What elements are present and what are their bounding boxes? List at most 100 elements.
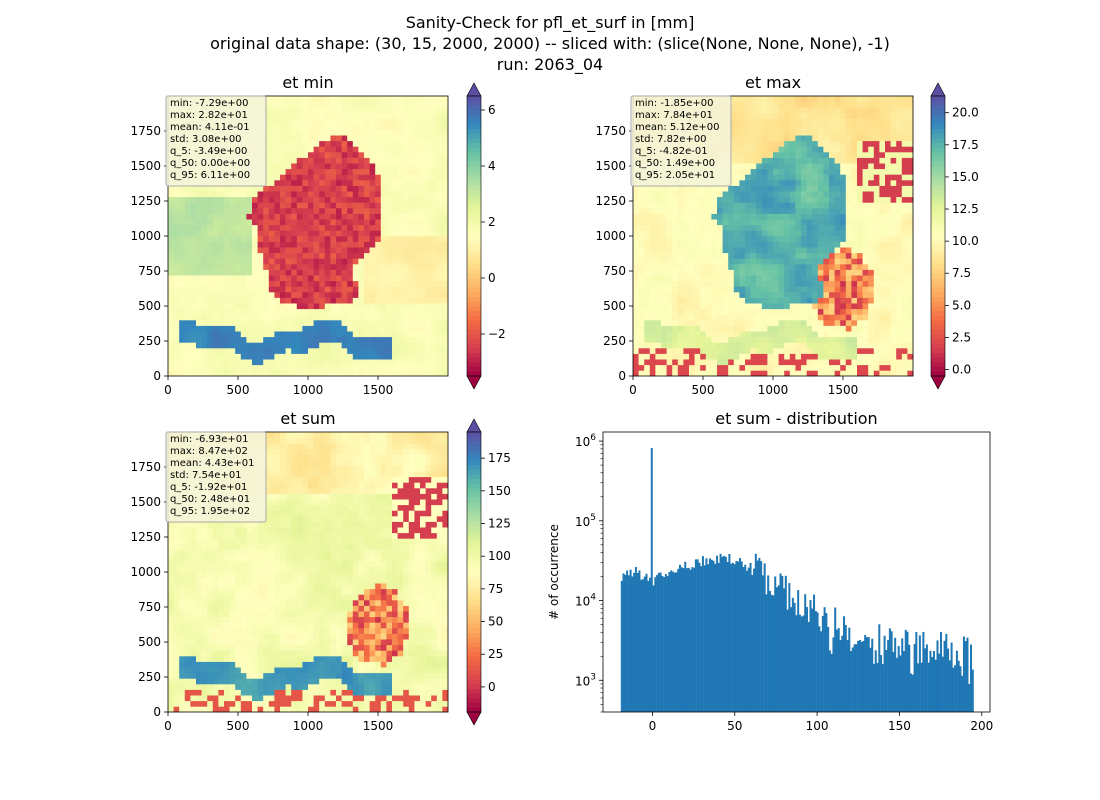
heatmap-cell (173, 342, 180, 349)
heatmap-cell (235, 342, 242, 349)
heatmap-cell (801, 230, 807, 237)
heatmap-cell (274, 219, 281, 226)
heatmap-cell (168, 364, 174, 371)
heatmap-cell (420, 202, 426, 209)
heatmap-cell (773, 146, 779, 153)
heatmap-cell (397, 180, 404, 186)
heatmap-cell (414, 168, 421, 175)
heatmap-cell (431, 230, 438, 237)
heatmap-cell (661, 208, 667, 214)
heatmap-cell (302, 146, 309, 153)
heatmap-cell (879, 230, 886, 237)
heatmap-cell (420, 174, 426, 181)
heatmap-cell (375, 264, 382, 270)
heatmap-cell (425, 364, 432, 371)
heatmap-cell (201, 247, 208, 254)
heatmap-cell (291, 118, 298, 125)
heatmap-cell (369, 101, 376, 108)
heatmap-cell (649, 370, 656, 377)
heatmap-cell (655, 342, 662, 349)
heatmap-cell (801, 348, 807, 354)
heatmap-cell (694, 247, 701, 254)
heatmap-cell (173, 213, 180, 220)
heatmap-cell (750, 320, 757, 326)
heatmap-cell (806, 152, 813, 158)
heatmap-cell (795, 247, 802, 254)
heatmap-cell (857, 359, 863, 366)
heatmap-cell (330, 297, 337, 304)
heatmap-cell (789, 370, 796, 377)
heatmap-cell (857, 280, 863, 287)
heatmap-cell (408, 202, 415, 209)
heatmap-cell (386, 202, 393, 209)
heatmap-cell (722, 336, 729, 343)
heatmap-cell (302, 152, 309, 158)
heatmap-cell (873, 241, 880, 248)
heatmap-cell (431, 107, 438, 114)
heatmap-cell (644, 353, 651, 360)
heatmap-cell (773, 258, 779, 265)
heatmap-cell (649, 308, 656, 315)
heatmap-cell (644, 213, 651, 220)
heatmap-cell (308, 348, 314, 354)
heatmap-cell (268, 252, 275, 259)
heatmap-cell (380, 191, 387, 198)
heatmap-cell (633, 252, 639, 259)
heatmap-cell (633, 247, 639, 254)
heatmap-cell (655, 236, 662, 242)
heatmap-cell (184, 275, 191, 282)
heatmap-cell (324, 286, 331, 293)
heatmap-cell (711, 303, 718, 310)
heatmap-cell (767, 224, 774, 231)
heatmap-cell (442, 292, 449, 298)
heatmap-cell (890, 219, 897, 226)
heatmap-cell (868, 364, 875, 371)
heatmap-cell (773, 336, 779, 343)
heatmap-cell (207, 208, 214, 214)
heatmap-cell (431, 124, 438, 130)
heatmap-cell (330, 152, 337, 158)
heatmap-cell (890, 230, 897, 237)
heatmap-cell (375, 185, 382, 192)
heatmap-cell (862, 286, 869, 293)
heatmap-cell (885, 303, 891, 310)
heatmap-cell (375, 101, 382, 108)
heatmap-cell (246, 314, 253, 321)
heatmap-cell (274, 135, 281, 142)
heatmap-cell (229, 325, 236, 332)
heatmap-cell (672, 208, 679, 214)
heatmap-cell (733, 236, 740, 242)
heatmap-cell (745, 336, 751, 343)
heatmap-cell (397, 135, 404, 142)
heatmap-cell (829, 157, 835, 164)
heatmap-cell (442, 275, 449, 282)
heatmap-cell (369, 297, 376, 304)
heatmap-cell (431, 303, 438, 310)
heatmap-cell (364, 308, 370, 315)
heatmap-cell (308, 135, 314, 142)
heatmap-cell (280, 208, 286, 214)
heatmap-cell (380, 320, 387, 326)
heatmap-cell (375, 292, 382, 298)
heatmap-cell (711, 202, 718, 209)
heatmap-cell (862, 241, 869, 248)
heatmap-cell (829, 303, 835, 310)
heatmap-cell (336, 168, 342, 175)
heatmap-cell (739, 112, 746, 119)
heatmap-cell (845, 308, 852, 315)
heatmap-cell (789, 275, 796, 282)
heatmap-cell (319, 247, 326, 254)
heatmap-cell (801, 331, 807, 338)
heatmap-cell (784, 236, 791, 242)
heatmap-cell (885, 286, 891, 293)
heatmap-cell (291, 331, 298, 338)
heatmap-cell (857, 129, 863, 136)
heatmap-cell (784, 308, 791, 315)
heatmap-cell (403, 230, 410, 237)
heatmap-cell (431, 269, 438, 276)
heatmap-cell (425, 264, 432, 270)
heatmap-cell (761, 213, 768, 220)
heatmap-cell (352, 280, 359, 287)
heatmap-cell (694, 370, 701, 377)
heatmap-cell (672, 348, 679, 354)
